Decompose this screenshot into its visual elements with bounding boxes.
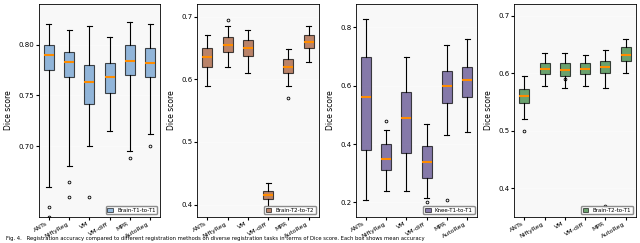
PathPatch shape (381, 144, 391, 170)
PathPatch shape (422, 146, 432, 178)
PathPatch shape (84, 65, 94, 104)
Y-axis label: Dice score: Dice score (484, 91, 493, 130)
Legend: Brain-T2-to-T2: Brain-T2-to-T2 (264, 206, 316, 214)
PathPatch shape (600, 61, 611, 73)
PathPatch shape (580, 63, 590, 74)
PathPatch shape (361, 57, 371, 150)
PathPatch shape (64, 52, 74, 77)
PathPatch shape (540, 63, 550, 74)
Y-axis label: Dice score: Dice score (4, 91, 13, 130)
PathPatch shape (284, 59, 294, 73)
PathPatch shape (44, 45, 54, 70)
PathPatch shape (519, 89, 529, 103)
PathPatch shape (202, 48, 212, 67)
PathPatch shape (243, 41, 253, 55)
Y-axis label: Dice score: Dice score (326, 91, 335, 130)
Text: Fig. 4.   Registration accuracy compared to different registration methods on di: Fig. 4. Registration accuracy compared t… (6, 235, 425, 241)
PathPatch shape (560, 63, 570, 76)
PathPatch shape (223, 37, 232, 52)
PathPatch shape (303, 35, 314, 48)
PathPatch shape (621, 47, 631, 61)
Legend: Brain-T1-to-T1: Brain-T1-to-T1 (106, 206, 157, 214)
PathPatch shape (145, 48, 155, 77)
PathPatch shape (401, 92, 412, 153)
PathPatch shape (462, 67, 472, 97)
PathPatch shape (104, 63, 115, 93)
Legend: Knee-T1-to-T1: Knee-T1-to-T1 (423, 206, 474, 214)
Legend: Brain-T2-to-T1: Brain-T2-to-T1 (581, 206, 633, 214)
PathPatch shape (263, 191, 273, 200)
Y-axis label: Dice score: Dice score (167, 91, 176, 130)
PathPatch shape (442, 71, 452, 103)
PathPatch shape (125, 45, 135, 75)
